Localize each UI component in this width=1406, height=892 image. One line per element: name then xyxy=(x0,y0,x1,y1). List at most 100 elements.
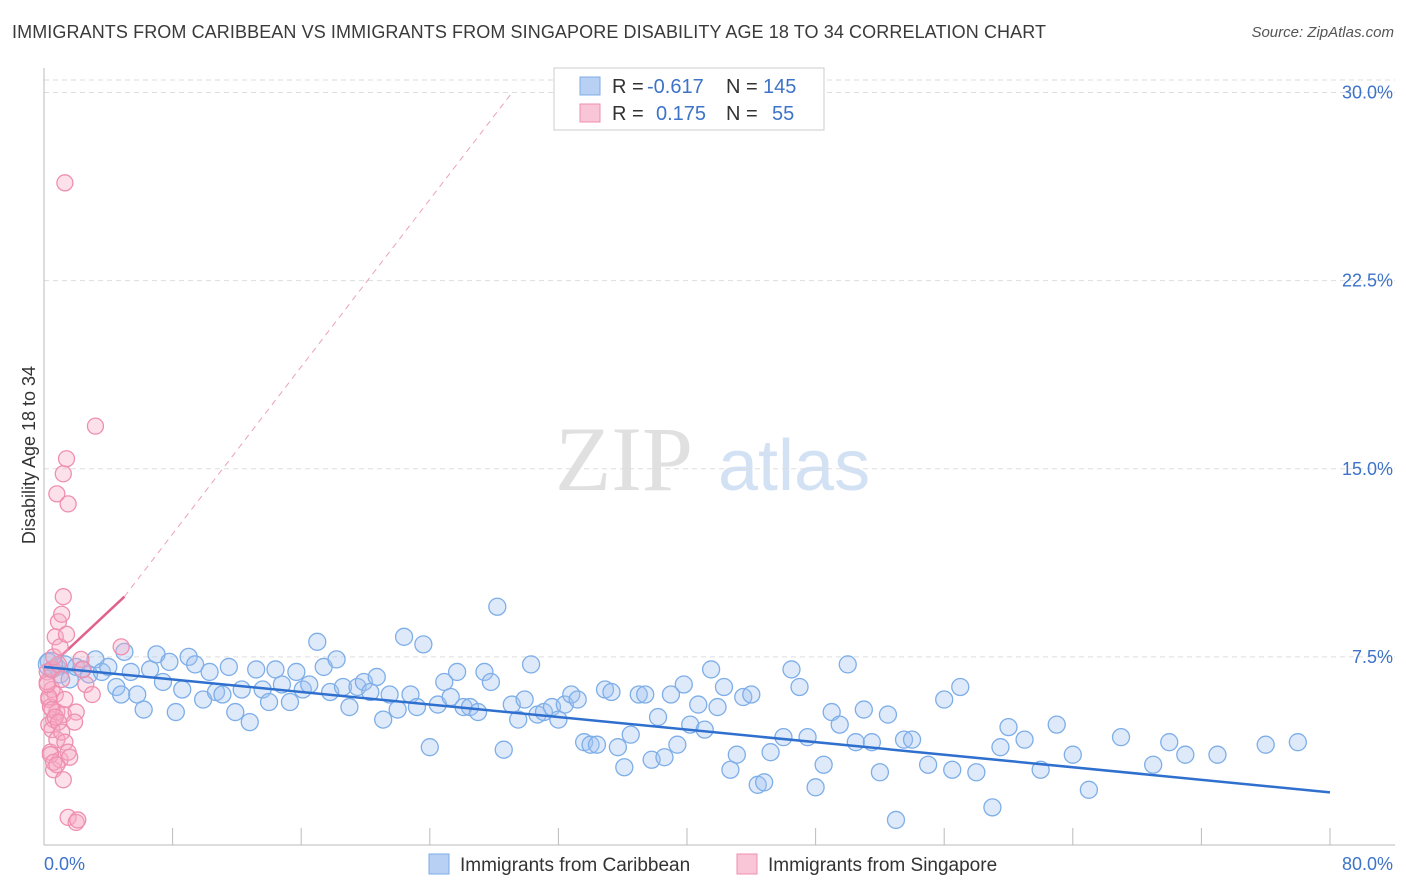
legend-r-label-1: R = xyxy=(612,76,644,98)
singapore-point-21 xyxy=(53,605,71,623)
y-tick-labels: 7.5% 15.0% 22.5% 30.0% xyxy=(1342,83,1393,667)
legend-r-value-1: -0.617 xyxy=(647,76,704,98)
caribbean-point-74 xyxy=(515,690,534,709)
watermark-atlas: atlas xyxy=(718,426,870,506)
caribbean-point-33 xyxy=(240,712,259,732)
caribbean-point-62 xyxy=(435,672,454,692)
caribbean-point-54 xyxy=(380,685,399,704)
legend-swatch-singapore xyxy=(579,103,601,123)
caribbean-point-116 xyxy=(806,778,825,797)
legend-r-label-2: R = xyxy=(612,103,644,125)
singapore-point-28 xyxy=(46,708,64,726)
caribbean-point-137 xyxy=(1015,730,1034,749)
caribbean-point-132 xyxy=(951,677,970,697)
legend-swatch-caribbean xyxy=(579,76,601,96)
caribbean-point-97 xyxy=(668,735,687,754)
caribbean-point-129 xyxy=(918,755,938,774)
caribbean-trend-line xyxy=(43,665,1331,794)
legend-n-label-1: N = xyxy=(726,76,758,98)
bottom-legend-caribbean: Immigrants from Caribbean xyxy=(460,855,690,876)
y-tick-label-2: 22.5% xyxy=(1342,271,1393,291)
caribbean-point-22 xyxy=(166,702,185,722)
singapore-point-22 xyxy=(54,588,72,606)
singapore-trend-line xyxy=(43,94,511,673)
singapore-trend-dashed xyxy=(123,94,511,597)
caribbean-point-145 xyxy=(1176,745,1195,764)
chart-title: IMMIGRANTS FROM CARIBBEAN VS IMMIGRANTS … xyxy=(12,22,1047,42)
caribbean-point-24 xyxy=(179,647,198,667)
caribbean-point-89 xyxy=(615,758,634,777)
caribbean-point-105 xyxy=(721,760,740,779)
caribbean-point-20 xyxy=(153,672,173,692)
caribbean-point-95 xyxy=(655,748,674,767)
caribbean-point-82 xyxy=(568,690,587,709)
caribbean-point-143 xyxy=(1144,755,1163,774)
caribbean-point-85 xyxy=(587,735,607,754)
caribbean-point-91 xyxy=(629,685,648,704)
caribbean-point-40 xyxy=(287,662,306,682)
caribbean-point-147 xyxy=(1256,735,1275,754)
caribbean-point-94 xyxy=(648,707,668,727)
singapore-point-30 xyxy=(53,723,71,741)
singapore-point-23 xyxy=(44,648,63,666)
singapore-point-41 xyxy=(59,495,77,513)
caribbean-point-23 xyxy=(173,680,192,699)
caribbean-point-37 xyxy=(266,660,285,679)
singapore-point-25 xyxy=(57,625,76,643)
caribbean-point-87 xyxy=(602,682,621,702)
caribbean-point-140 xyxy=(1063,745,1082,764)
caribbean-point-16 xyxy=(128,685,147,704)
caribbean-point-11 xyxy=(99,657,118,677)
legend-n-label-2: N = xyxy=(726,103,758,125)
legend-n-value-1: 145 xyxy=(763,76,796,98)
caribbean-point-144 xyxy=(1160,733,1179,752)
caribbean-point-34 xyxy=(247,660,266,679)
caribbean-point-134 xyxy=(983,798,1002,817)
source-credit: Source: ZipAtlas.com xyxy=(1251,24,1394,41)
x-tick-labels: 0.0% 80.0% xyxy=(44,854,1393,874)
x-tick-label-1: 80.0% xyxy=(1342,854,1393,874)
caribbean-point-51 xyxy=(361,682,380,702)
caribbean-point-103 xyxy=(708,697,727,717)
caribbean-point-122 xyxy=(854,700,873,719)
caribbean-point-121 xyxy=(846,733,865,752)
axes xyxy=(43,68,1395,846)
caribbean-point-68 xyxy=(475,662,494,682)
watermark: ZIP atlas xyxy=(555,408,870,510)
caribbean-point-96 xyxy=(661,685,681,704)
caribbean-point-55 xyxy=(388,700,407,719)
caribbean-point-98 xyxy=(674,675,693,694)
caribbean-point-36 xyxy=(259,692,279,712)
caribbean-point-53 xyxy=(374,710,393,729)
caribbean-point-14 xyxy=(121,662,140,682)
caribbean-point-117 xyxy=(814,755,833,774)
caribbean-point-128 xyxy=(902,730,922,749)
caribbean-point-106 xyxy=(727,745,746,764)
caribbean-point-125 xyxy=(878,705,898,724)
singapore-point-54 xyxy=(38,675,56,694)
watermark-zip: ZIP xyxy=(555,408,693,510)
singapore-point-37 xyxy=(61,748,79,766)
singapore-point-40 xyxy=(57,450,76,468)
singapore-point-53 xyxy=(112,638,130,656)
bottom-legend-singapore: Immigrants from Singapore xyxy=(768,855,997,876)
singapore-point-52 xyxy=(69,811,87,829)
caribbean-point-39 xyxy=(280,692,300,712)
caribbean-point-29 xyxy=(213,685,232,704)
caribbean-point-104 xyxy=(714,677,734,697)
singapore-point-42 xyxy=(56,174,74,192)
caribbean-point-131 xyxy=(943,760,962,779)
singapore-points xyxy=(38,174,130,832)
caribbean-point-42 xyxy=(300,675,319,694)
bottom-swatch-singapore xyxy=(736,853,758,875)
singapore-point-17 xyxy=(53,670,71,689)
caribbean-point-79 xyxy=(549,710,568,729)
caribbean-points xyxy=(37,597,1307,830)
caribbean-point-124 xyxy=(870,763,890,782)
caribbean-point-25 xyxy=(185,655,205,674)
caribbean-point-88 xyxy=(608,738,628,757)
caribbean-point-43 xyxy=(308,632,327,651)
singapore-point-38 xyxy=(48,485,66,503)
caribbean-point-119 xyxy=(830,715,849,734)
caribbean-point-64 xyxy=(447,662,467,682)
